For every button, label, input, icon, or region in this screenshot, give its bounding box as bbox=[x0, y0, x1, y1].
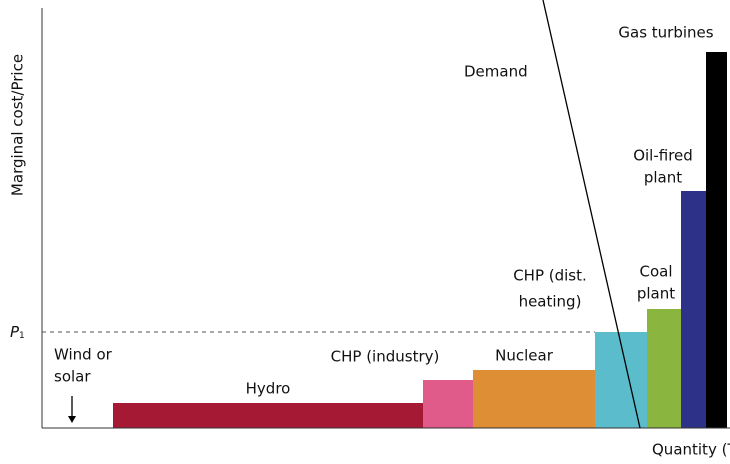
block-label: Hydro bbox=[246, 380, 291, 398]
block-label: plant bbox=[644, 169, 682, 187]
block-label: solar bbox=[54, 368, 91, 386]
x-axis-label: Quantity (TWh) bbox=[652, 441, 730, 459]
hydro-block bbox=[113, 403, 423, 428]
block-label: plant bbox=[637, 285, 675, 303]
y-axis-label: Marginal cost/Price bbox=[9, 54, 27, 196]
coal-block bbox=[647, 309, 681, 428]
block-label: heating) bbox=[519, 293, 582, 311]
price-symbol: P bbox=[10, 323, 20, 341]
demand-label: Demand bbox=[464, 63, 528, 81]
nuclear-block bbox=[473, 370, 595, 428]
oil-block bbox=[681, 191, 706, 428]
demand-curve bbox=[542, 0, 641, 429]
block-label: Wind or bbox=[54, 346, 113, 364]
block-label: CHP (dist. bbox=[513, 267, 587, 285]
wind-arrow-head bbox=[68, 416, 76, 423]
block-label: Oil-fired bbox=[633, 147, 693, 165]
price-label: P1 bbox=[10, 323, 25, 341]
block-label: Gas turbines bbox=[618, 24, 713, 42]
block-label: Coal bbox=[639, 263, 672, 281]
gas-block bbox=[706, 52, 727, 428]
block-label: Nuclear bbox=[495, 347, 554, 365]
chp-industry-block bbox=[423, 380, 473, 428]
price-subscript: 1 bbox=[19, 331, 25, 341]
block-label: CHP (industry) bbox=[331, 348, 440, 366]
chp-heating-block bbox=[595, 332, 647, 428]
